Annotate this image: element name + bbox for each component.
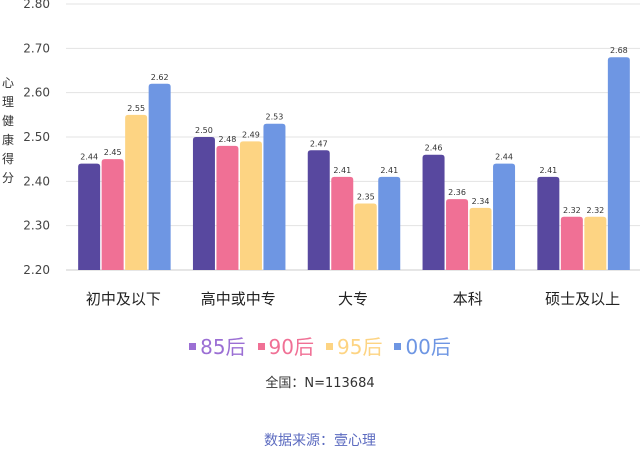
legend-item: 00后	[394, 334, 451, 360]
legend-label: 95后	[337, 334, 383, 359]
legend-label: 85后	[200, 334, 246, 359]
data-label: 2.41	[333, 166, 351, 175]
y-axis-label: 心理健康得分	[0, 74, 16, 188]
data-label: 2.44	[495, 153, 513, 162]
bar	[560, 216, 583, 270]
data-label: 2.44	[80, 153, 98, 162]
legend: 85后 90后 95后 00后	[0, 330, 640, 360]
legend-item: 85后	[189, 334, 246, 360]
legend-swatch	[394, 343, 402, 350]
y-tick-label: 2.50	[23, 130, 50, 144]
category-label: 初中及以下	[86, 290, 161, 308]
legend-item: 95后	[326, 334, 382, 360]
data-label: 2.49	[242, 130, 260, 139]
bar	[78, 163, 101, 270]
data-label: 2.55	[127, 104, 145, 113]
category-label: 高中或中专	[201, 290, 276, 308]
legend-label: 90后	[268, 334, 314, 359]
data-label: 2.41	[380, 166, 398, 175]
legend-swatch	[257, 343, 265, 350]
category-label: 硕士及以上	[545, 290, 620, 308]
data-label: 2.32	[586, 206, 604, 215]
bar	[263, 123, 286, 270]
bar	[125, 114, 148, 270]
data-label: 2.35	[357, 193, 375, 202]
bar	[378, 176, 401, 270]
legend-swatch	[189, 343, 197, 350]
legend-swatch	[326, 343, 333, 350]
bar	[422, 154, 445, 270]
bar	[584, 216, 607, 270]
data-source: 数据来源：壹心理	[264, 433, 376, 449]
bar	[331, 176, 354, 270]
data-label: 2.36	[448, 188, 466, 197]
sample-size-note: 全国：N=113684	[265, 376, 375, 391]
bar	[239, 141, 262, 270]
data-label: 2.41	[539, 166, 557, 175]
data-label: 2.53	[266, 113, 284, 122]
bar	[216, 145, 239, 270]
data-label: 2.48	[219, 135, 237, 144]
bar	[469, 207, 492, 270]
y-axis-label-char: 得	[1, 152, 14, 166]
bar	[148, 83, 171, 270]
data-label: 2.50	[195, 126, 213, 135]
data-label: 2.62	[151, 73, 169, 82]
legend-label: 00后	[405, 334, 451, 359]
bar-chart: 2.20 2.30 2.40 2.50 2.60 2.70 2.80 2.44 2.45 2.55…	[23, 0, 640, 308]
bar	[307, 150, 330, 270]
bar	[192, 137, 215, 270]
bar	[607, 57, 630, 271]
data-label: 2.32	[563, 206, 581, 215]
data-label: 2.34	[472, 197, 490, 206]
y-axis-label-char: 理	[1, 95, 14, 109]
data-label: 2.68	[610, 46, 628, 55]
legend-item: 90后	[257, 334, 314, 360]
bar	[493, 163, 516, 270]
y-tick-label: 2.40	[23, 174, 50, 188]
y-tick-label: 2.20	[23, 263, 50, 277]
data-label: 2.46	[425, 144, 443, 153]
y-tick-label: 2.80	[23, 0, 50, 11]
bar	[446, 199, 469, 270]
category-label: 本科	[453, 290, 483, 308]
category-label: 大专	[338, 290, 368, 308]
y-axis-label-char: 健	[1, 114, 14, 128]
bar	[354, 203, 377, 270]
y-tick-label: 2.60	[23, 86, 50, 100]
y-tick-label: 2.30	[23, 219, 50, 233]
bar	[101, 159, 124, 270]
bar	[537, 176, 560, 270]
y-axis-label-char: 分	[1, 171, 14, 185]
data-label: 2.47	[310, 139, 328, 148]
y-tick-label: 2.70	[23, 41, 50, 55]
y-axis-label-char: 康	[1, 133, 14, 147]
data-label: 2.45	[104, 148, 122, 157]
y-axis-label-char: 心	[1, 76, 14, 90]
